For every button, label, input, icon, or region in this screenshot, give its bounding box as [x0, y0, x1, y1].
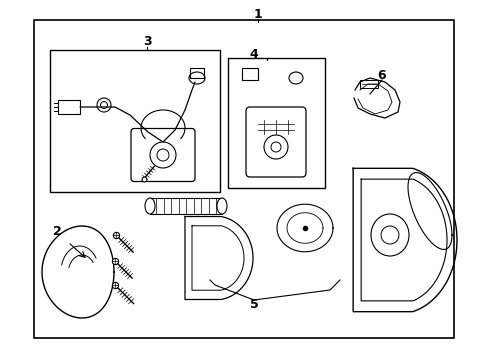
Bar	[242, 68, 258, 80]
Bar	[359, 80, 377, 88]
Bar	[190, 68, 203, 78]
Text: 4: 4	[249, 48, 258, 60]
Text: 2: 2	[53, 225, 61, 238]
Text: 1: 1	[253, 8, 262, 21]
Text: 6: 6	[377, 68, 386, 81]
Bar	[58, 100, 80, 114]
Bar	[34, 20, 453, 338]
Ellipse shape	[217, 198, 226, 214]
Ellipse shape	[145, 198, 155, 214]
Bar	[50, 50, 220, 192]
Bar	[227, 58, 325, 188]
Bar	[150, 198, 222, 214]
Text: 3: 3	[142, 35, 151, 48]
Text: 5: 5	[249, 298, 258, 311]
